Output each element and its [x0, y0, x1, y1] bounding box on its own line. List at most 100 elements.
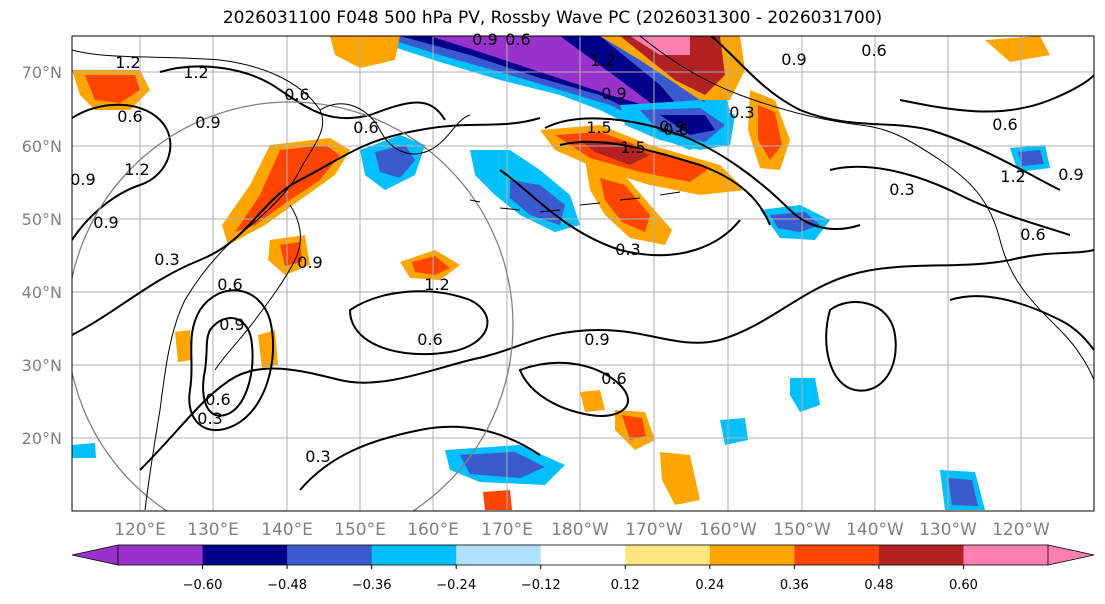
contour-label: 0.3: [197, 409, 222, 428]
contour-label: 1.2: [424, 275, 449, 294]
pv-contours: [72, 36, 1094, 491]
colorbar-segment: [118, 545, 204, 565]
contour-label: 0.6: [861, 41, 886, 60]
colorbar-segment: [794, 545, 880, 565]
contour-label: 0.9: [472, 30, 497, 49]
anomaly-negative-cyan-west: [72, 443, 96, 458]
contour-line: [544, 117, 861, 230]
colorbar-tick-label: −0.12: [521, 578, 561, 593]
anomaly-positive-small-2-red: [280, 242, 302, 266]
contour-label: 0.9: [195, 113, 220, 132]
longitude-label: 140°E: [261, 520, 313, 540]
contour-label: 0.9: [297, 253, 322, 272]
contour-line: [829, 165, 1071, 236]
longitude-label: 160°W: [699, 520, 757, 540]
longitude-label: 170°E: [481, 520, 533, 540]
colorbar-segment: [963, 545, 1049, 565]
coastline-aleutians: [469, 191, 681, 213]
longitude-label: 120°W: [992, 520, 1050, 540]
contour-label: 0.3: [729, 103, 754, 122]
colorbar-tick-label: −0.48: [267, 578, 307, 593]
contour-label: 1.2: [1000, 167, 1025, 186]
anomaly-positive-west-far-red: [85, 75, 140, 103]
colorbar-segment: [287, 545, 373, 565]
anomaly-negative-south-3: [790, 378, 820, 412]
colorbar: [71, 544, 1095, 566]
contour-line: [949, 295, 1094, 351]
latitude-label: 70°N: [22, 63, 62, 82]
contour-line: [518, 361, 630, 417]
anomaly-positive-ne: [985, 36, 1050, 62]
colorbar-segment: [709, 545, 795, 565]
anomaly-negative-central-core: [510, 180, 565, 225]
contour-label: 0.6: [205, 390, 230, 409]
anomaly-negative-south-1-core: [460, 452, 545, 478]
contour-label: 1.5: [620, 138, 645, 157]
contour-line: [202, 317, 254, 417]
contour-label: 0.6: [353, 118, 378, 137]
colorbar-segment: [540, 545, 626, 565]
latitude-label: 30°N: [22, 356, 62, 375]
contour-line: [139, 249, 1094, 471]
colorbar-segment: [625, 545, 711, 565]
anomaly-negative-east-navy: [660, 115, 715, 135]
colorbar-tick-label: −0.24: [436, 578, 476, 593]
colorbar-extend-high: [1047, 544, 1095, 566]
contour-line: [709, 36, 1061, 191]
contour-label: 0.3: [615, 240, 640, 259]
contour-line: [559, 140, 771, 226]
anomaly-positive-south-1-red: [622, 415, 646, 440]
anomaly-positive-north-red: [620, 36, 725, 95]
map-background: [72, 36, 1094, 511]
longitude-label: 140°W: [846, 520, 904, 540]
contour-label: 0.9: [1058, 165, 1083, 184]
contour-label: 1.2: [183, 63, 208, 82]
coastline-kamchatka: [319, 103, 471, 155]
contour-line: [348, 290, 489, 356]
contour-label: 0.6: [117, 107, 142, 126]
latitude-label: 20°N: [22, 429, 62, 448]
contour-label: 0.6: [417, 330, 442, 349]
longitude-label: 160°E: [407, 520, 459, 540]
colorbar-tick-label: 0.60: [949, 578, 978, 593]
colorbar-tick-label: −0.60: [183, 578, 223, 593]
anomaly-negative-gulf-core: [770, 212, 820, 232]
contour-label: 0.6: [284, 85, 309, 104]
colorbar-segment: [202, 545, 288, 565]
anomaly-negative-north-purple: [430, 36, 660, 110]
colorbar-tick-label: −0.36: [352, 578, 392, 593]
coastline-japan: [214, 204, 301, 371]
contour-labels: 1.21.20.60.9 0.60.61.20.90.90.30.60.90.60…: [70, 30, 1083, 466]
colorbar-segment: [371, 545, 457, 565]
contour-line: [499, 169, 741, 257]
colorbar-tick-label: 0.48: [864, 578, 893, 593]
anomaly-positive-small-1-red: [412, 256, 450, 275]
longitude-labels: 120°E 130°E 140°E 150°E 160°E 170°E 180°W 170°W…: [114, 520, 1050, 540]
map-frame: [71, 35, 1095, 512]
colorbar-segment: [456, 545, 542, 565]
contour-label: 0.9: [781, 50, 806, 69]
colorbar-ticks: −0.60 −0.48 −0.36 −0.24 −0.12 0.12 0.24 0.36 0.4…: [183, 565, 978, 593]
contour-label: 0.6: [601, 369, 626, 388]
contour-label: 1.2: [115, 53, 140, 72]
contour-label: 1.5: [586, 118, 611, 137]
colorbar-segment: [878, 545, 964, 565]
contour-label: 0.9: [70, 170, 95, 189]
longitude-label: 150°E: [334, 520, 386, 540]
anomaly-positive-south-4: [483, 490, 512, 510]
contour-label: 0.6: [505, 30, 530, 49]
contour-label: 0.9: [659, 117, 684, 136]
colorbar-tick-label: 0.24: [695, 578, 724, 593]
latitude-label: 40°N: [22, 283, 62, 302]
contour-label: 0.3: [889, 180, 914, 199]
contour-label: 0.6: [992, 115, 1017, 134]
colorbar-frame: [117, 544, 1049, 566]
colorbar-extend-low: [71, 544, 119, 566]
contour-line: [159, 65, 446, 121]
anomaly-negative-east-small-core: [1018, 150, 1044, 166]
contour-label: 0.6: [1020, 225, 1045, 244]
map-title: 2026031100 F048 500 hPa PV, Rossby Wave …: [222, 8, 883, 28]
domain-circle: [72, 101, 514, 511]
contour-label: 0.6: [217, 275, 242, 294]
